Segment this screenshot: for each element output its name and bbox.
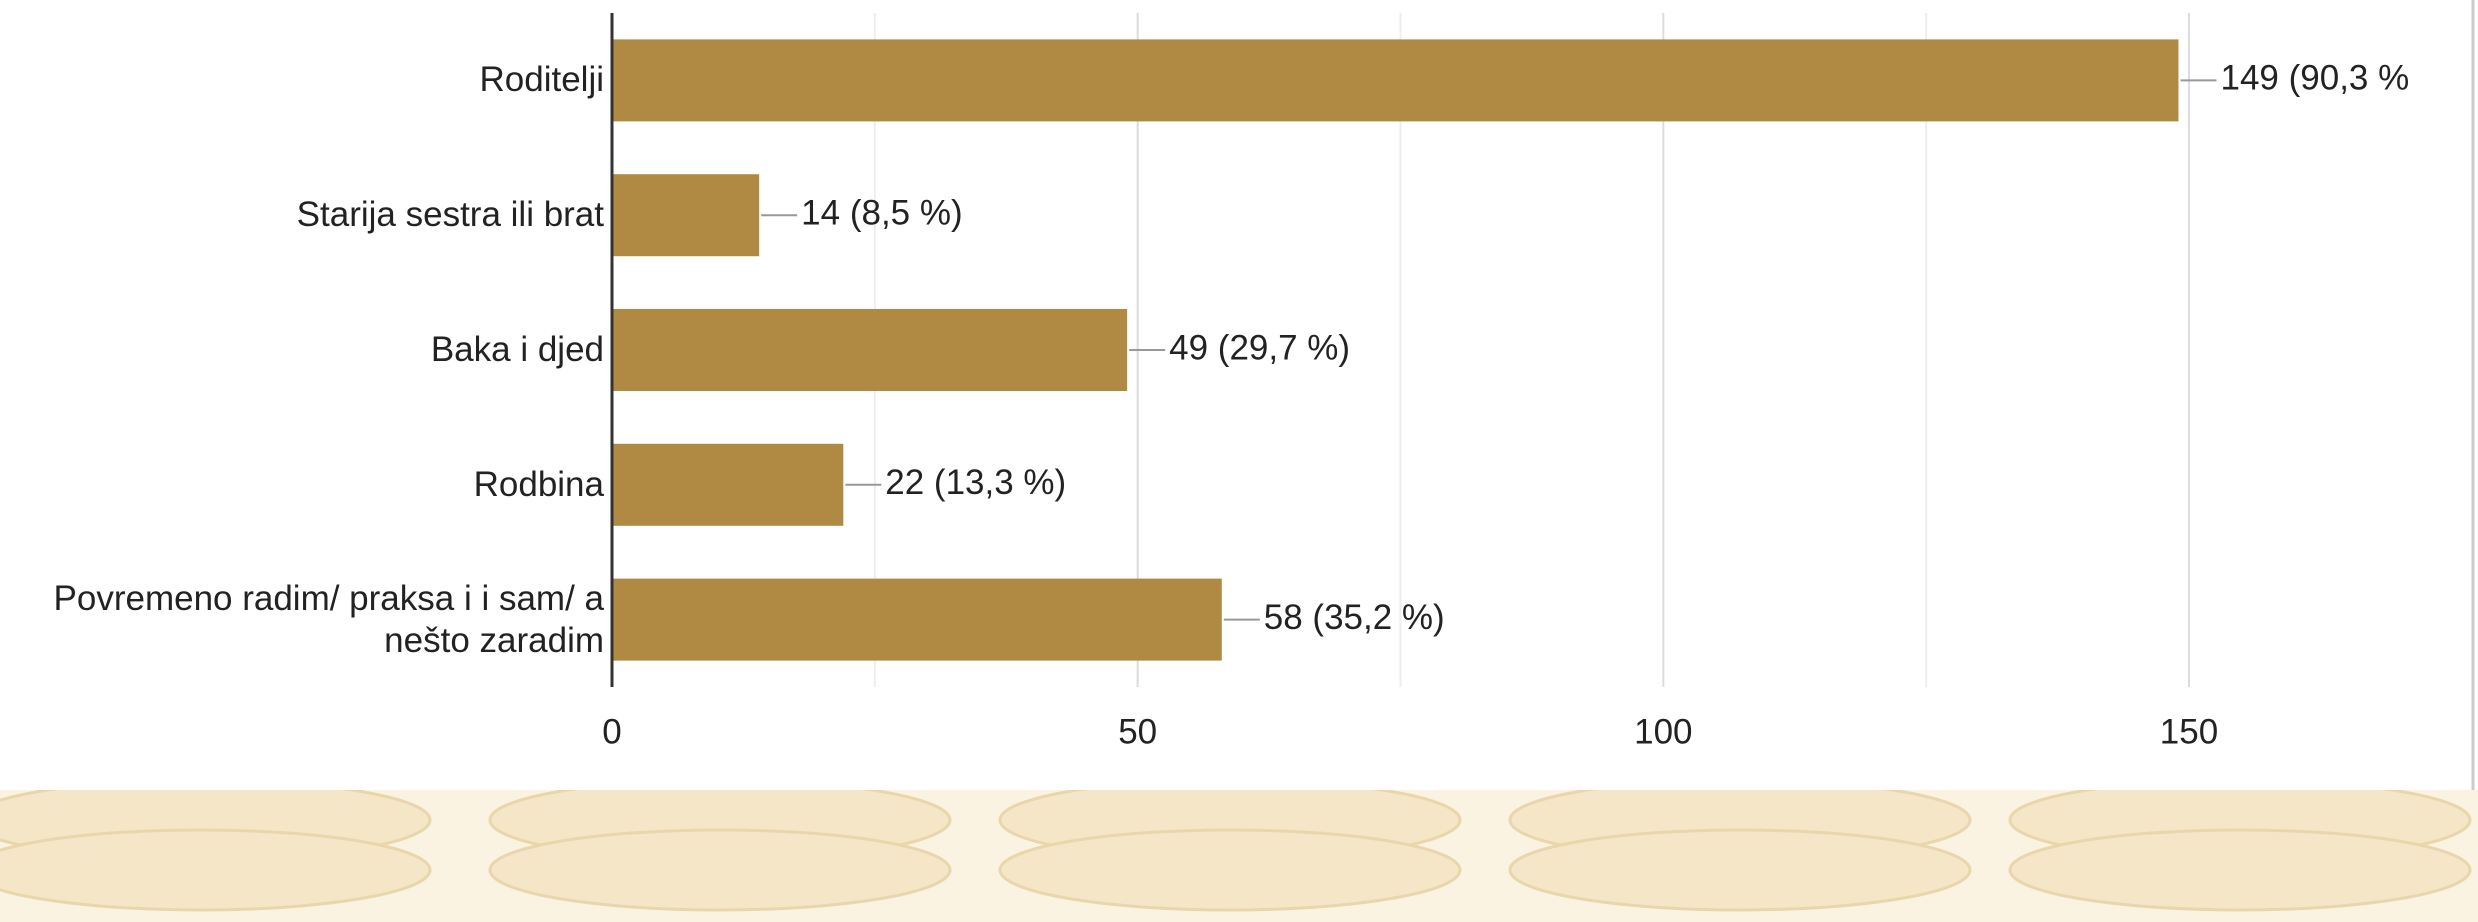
page: body { margin: 0; width: 2478px; height:… [0,0,2478,922]
screenshot: 0 50 100 150 149 (90,3 % 14 (8,5 %) 49 (29,7 %… [0,0,2478,922]
category-label: Starija sestra ili brat [6,194,604,236]
category-text: Starija sestra ili brat [297,194,604,236]
x-tick-label: 0 [602,712,621,751]
value-label: 14 (8,5 %) [801,193,962,232]
category-label: Baka i djed [6,329,604,371]
x-tick-label: 100 [1634,712,1692,751]
body: {"chart_data": {"type": "bar", "orientat… [0,0,2478,922]
category-label: Roditelji [6,59,604,101]
value-label: 58 (35,2 %) [1264,598,1445,637]
category-text: Roditelji [480,59,605,101]
category-text: Povremeno radim/ praksa i i sam/ a nešto… [29,578,604,662]
value-label: 49 (29,7 %) [1169,328,1350,367]
value-label: 149 (90,3 % [2220,59,2409,98]
x-tick-label: 50 [1118,712,1157,751]
bar [612,174,759,256]
bar [612,444,843,526]
chart: 0 50 100 150 149 (90,3 % 14 (8,5 %) 49 (29,7 %… [0,0,2478,922]
category-label: Rodbina [6,464,604,506]
category-label: Povremeno radim/ praksa i i sam/ a nešto… [6,578,604,662]
category-text: Rodbina [474,464,604,506]
bar [612,309,1127,391]
value-label: 22 (13,3 %) [885,463,1066,502]
category-text: Baka i djed [431,329,604,371]
x-tick-label: 150 [2160,712,2218,751]
bar [612,39,2178,121]
bar [612,579,1222,661]
